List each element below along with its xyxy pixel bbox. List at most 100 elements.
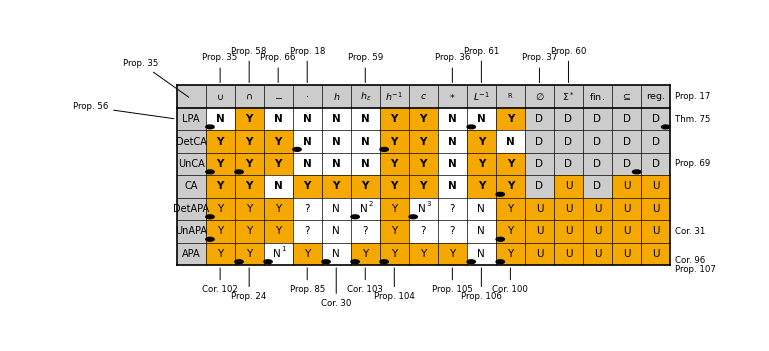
Text: U: U bbox=[652, 181, 659, 191]
Text: Y: Y bbox=[507, 114, 514, 124]
Text: Y: Y bbox=[245, 137, 253, 146]
Bar bbox=[409, 175, 438, 198]
Text: $h$: $h$ bbox=[332, 91, 340, 102]
Text: $\subseteq$: $\subseteq$ bbox=[621, 92, 632, 101]
Text: Y: Y bbox=[391, 159, 398, 169]
Text: $-$: $-$ bbox=[274, 92, 283, 101]
Text: APA: APA bbox=[181, 249, 201, 259]
Text: Prop. 104: Prop. 104 bbox=[374, 268, 414, 301]
Bar bbox=[321, 130, 351, 153]
Bar bbox=[583, 153, 612, 175]
Bar bbox=[554, 108, 583, 130]
Text: N: N bbox=[448, 114, 457, 124]
Circle shape bbox=[467, 125, 475, 129]
Bar bbox=[235, 198, 264, 220]
Text: $*$: $*$ bbox=[449, 92, 455, 101]
Bar bbox=[496, 220, 525, 243]
Bar bbox=[612, 153, 641, 175]
Text: Y: Y bbox=[391, 204, 398, 214]
Text: ?: ? bbox=[362, 226, 368, 236]
Text: Y: Y bbox=[420, 114, 427, 124]
Text: U: U bbox=[623, 181, 631, 191]
Circle shape bbox=[496, 192, 504, 196]
Text: ?: ? bbox=[305, 204, 310, 214]
Bar bbox=[496, 108, 525, 130]
Bar bbox=[641, 198, 670, 220]
Text: $\cup$: $\cup$ bbox=[216, 92, 224, 101]
Text: Y: Y bbox=[478, 137, 485, 146]
Bar bbox=[380, 153, 409, 175]
Bar bbox=[380, 108, 409, 130]
Text: $\mathrm{reg.}$: $\mathrm{reg.}$ bbox=[646, 91, 665, 102]
Text: Prop. 106: Prop. 106 bbox=[461, 268, 502, 301]
Bar bbox=[583, 175, 612, 198]
Bar bbox=[177, 85, 670, 108]
Bar bbox=[467, 153, 496, 175]
Text: Y: Y bbox=[216, 159, 224, 169]
Text: D: D bbox=[594, 114, 601, 124]
Bar bbox=[438, 108, 467, 130]
Text: N: N bbox=[332, 204, 340, 214]
Text: Cor. 96: Cor. 96 bbox=[675, 256, 705, 265]
Text: ?: ? bbox=[450, 204, 455, 214]
Bar bbox=[525, 175, 554, 198]
Text: Y: Y bbox=[245, 159, 253, 169]
Text: Y: Y bbox=[332, 181, 340, 191]
Text: Y: Y bbox=[362, 249, 368, 259]
Bar bbox=[235, 108, 264, 130]
Text: $\mathrm{fin.}$: $\mathrm{fin.}$ bbox=[590, 91, 605, 102]
Bar bbox=[321, 198, 351, 220]
Circle shape bbox=[380, 260, 388, 264]
Bar bbox=[205, 220, 235, 243]
Bar bbox=[438, 153, 467, 175]
Bar bbox=[496, 153, 525, 175]
Bar bbox=[496, 198, 525, 220]
Bar bbox=[496, 243, 525, 265]
Bar bbox=[409, 198, 438, 220]
Bar bbox=[554, 130, 583, 153]
Text: Y: Y bbox=[391, 137, 398, 146]
Text: U: U bbox=[564, 204, 572, 214]
Text: Prop. 24: Prop. 24 bbox=[231, 268, 267, 301]
Text: N: N bbox=[448, 181, 457, 191]
Bar bbox=[351, 220, 380, 243]
Text: U: U bbox=[623, 249, 631, 259]
Bar bbox=[293, 108, 321, 130]
Text: 3: 3 bbox=[427, 201, 431, 207]
Text: DetAPA: DetAPA bbox=[173, 204, 209, 214]
Bar bbox=[641, 108, 670, 130]
Text: Y: Y bbox=[245, 114, 253, 124]
Text: D: D bbox=[623, 114, 631, 124]
Text: N: N bbox=[303, 137, 311, 146]
Bar bbox=[293, 153, 321, 175]
Text: Prop. 60: Prop. 60 bbox=[551, 47, 586, 82]
Text: D: D bbox=[651, 137, 660, 146]
Circle shape bbox=[351, 260, 359, 264]
Bar bbox=[205, 108, 235, 130]
Text: U: U bbox=[564, 226, 572, 236]
Bar bbox=[205, 198, 235, 220]
Text: D: D bbox=[623, 137, 631, 146]
Circle shape bbox=[206, 237, 214, 241]
Bar bbox=[467, 175, 496, 198]
Text: Y: Y bbox=[216, 181, 224, 191]
Bar bbox=[205, 153, 235, 175]
Bar bbox=[641, 175, 670, 198]
Text: $L^{-1}$: $L^{-1}$ bbox=[473, 90, 490, 103]
Circle shape bbox=[467, 260, 475, 264]
Text: N: N bbox=[303, 114, 311, 124]
Text: Y: Y bbox=[420, 137, 427, 146]
Text: N: N bbox=[361, 159, 370, 169]
Text: Y: Y bbox=[217, 249, 223, 259]
Text: N: N bbox=[478, 249, 485, 259]
Bar bbox=[612, 130, 641, 153]
Bar bbox=[409, 153, 438, 175]
Bar bbox=[293, 198, 321, 220]
Bar bbox=[380, 130, 409, 153]
Text: $\cap$: $\cap$ bbox=[245, 92, 253, 101]
Text: Y: Y bbox=[275, 159, 282, 169]
Bar bbox=[438, 220, 467, 243]
Text: LPA: LPA bbox=[182, 114, 200, 124]
Text: Y: Y bbox=[420, 181, 427, 191]
Bar bbox=[351, 243, 380, 265]
